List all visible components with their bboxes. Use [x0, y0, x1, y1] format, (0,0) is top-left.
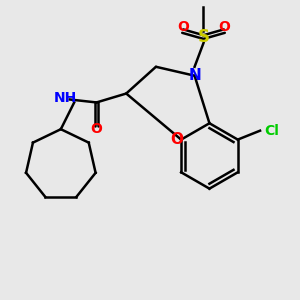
Text: O: O: [177, 20, 189, 34]
Text: NH: NH: [54, 91, 77, 105]
Text: N: N: [188, 68, 201, 83]
Text: S: S: [197, 28, 209, 46]
Text: O: O: [170, 132, 183, 147]
Text: O: O: [218, 20, 230, 34]
Text: O: O: [91, 122, 102, 136]
Text: Cl: Cl: [265, 124, 279, 138]
